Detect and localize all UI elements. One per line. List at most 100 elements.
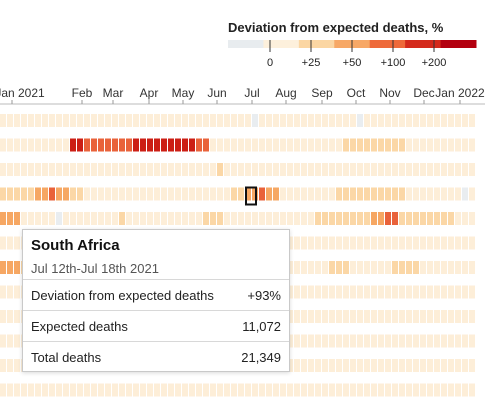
heatmap-cell bbox=[420, 163, 426, 176]
heatmap-cell bbox=[329, 138, 335, 152]
heatmap-cell bbox=[406, 383, 412, 397]
heatmap-cell bbox=[448, 138, 454, 152]
heatmap-cell bbox=[448, 236, 454, 250]
heatmap-cell bbox=[343, 285, 349, 299]
heatmap-cell bbox=[308, 359, 314, 372]
tooltip-date: Jul 12th-Jul 18th 2021 bbox=[31, 261, 159, 276]
heatmap-cell bbox=[357, 261, 363, 274]
heatmap-cell bbox=[98, 383, 104, 397]
heatmap-cell bbox=[119, 187, 125, 201]
heatmap-cell bbox=[336, 310, 342, 323]
heatmap-cell bbox=[7, 187, 13, 201]
heatmap-cell bbox=[392, 212, 398, 225]
tooltip-value-total: 21,349 bbox=[241, 350, 281, 365]
heatmap-cell bbox=[35, 138, 41, 152]
heatmap-cell bbox=[133, 114, 139, 127]
heatmap-cell bbox=[441, 212, 447, 225]
heatmap-cell bbox=[357, 310, 363, 323]
heatmap-cell bbox=[238, 212, 244, 225]
heatmap-cell bbox=[322, 334, 328, 348]
heatmap-cell bbox=[189, 383, 195, 397]
heatmap-cell bbox=[280, 138, 286, 152]
heatmap-cell bbox=[56, 383, 62, 397]
heatmap-cell bbox=[406, 285, 412, 299]
heatmap-cell bbox=[175, 212, 181, 225]
heatmap-cell bbox=[427, 261, 433, 274]
heatmap-cell bbox=[434, 383, 440, 397]
heatmap-cell bbox=[392, 334, 398, 348]
heatmap-cell bbox=[455, 359, 461, 372]
heatmap-cell bbox=[252, 212, 258, 225]
heatmap-cell bbox=[182, 138, 188, 152]
heatmap-cell bbox=[49, 163, 55, 176]
heatmap-cell bbox=[273, 138, 279, 152]
heatmap-cell bbox=[175, 187, 181, 201]
heatmap-cell bbox=[238, 383, 244, 397]
heatmap-cell bbox=[350, 359, 356, 372]
x-tick-label: Nov bbox=[379, 86, 400, 100]
heatmap-cell bbox=[322, 285, 328, 299]
heatmap-cell bbox=[448, 212, 454, 225]
heatmap-cell bbox=[378, 334, 384, 348]
x-tick-label: Oct bbox=[347, 86, 366, 100]
heatmap-cell bbox=[259, 114, 265, 127]
heatmap-cell bbox=[63, 138, 69, 152]
heatmap-cell bbox=[35, 383, 41, 397]
heatmap-cell bbox=[462, 114, 468, 127]
heatmap-cell bbox=[0, 261, 6, 274]
heatmap-cell bbox=[385, 114, 391, 127]
heatmap-cell bbox=[336, 236, 342, 250]
heatmap-cell bbox=[462, 310, 468, 323]
heatmap-cell bbox=[448, 383, 454, 397]
heatmap-cell bbox=[259, 383, 265, 397]
heatmap-cell bbox=[357, 285, 363, 299]
heatmap-cell bbox=[126, 212, 132, 225]
heatmap-cell bbox=[413, 285, 419, 299]
x-tick-label: Jun bbox=[207, 86, 226, 100]
heatmap-cell bbox=[413, 334, 419, 348]
heatmap-cell bbox=[42, 114, 48, 127]
heatmap-cell bbox=[7, 334, 13, 348]
heatmap-cell bbox=[336, 285, 342, 299]
heatmap-cell bbox=[329, 261, 335, 274]
heatmap-cell bbox=[441, 163, 447, 176]
heatmap-cell bbox=[385, 285, 391, 299]
heatmap-cell bbox=[161, 138, 167, 152]
heatmap-cell bbox=[385, 163, 391, 176]
heatmap-cell bbox=[42, 383, 48, 397]
heatmap-cell bbox=[7, 285, 13, 299]
heatmap-cell bbox=[385, 310, 391, 323]
heatmap-cell bbox=[119, 138, 125, 152]
heatmap-cell bbox=[329, 310, 335, 323]
heatmap-cell bbox=[63, 383, 69, 397]
heatmap-cell bbox=[378, 285, 384, 299]
heatmap-cell bbox=[210, 187, 216, 201]
heatmap-cell bbox=[77, 383, 83, 397]
heatmap-cell bbox=[308, 163, 314, 176]
heatmap-cell bbox=[210, 114, 216, 127]
heatmap-cell bbox=[427, 163, 433, 176]
heatmap-cell bbox=[371, 285, 377, 299]
heatmap-cell bbox=[455, 114, 461, 127]
heatmap-cell bbox=[14, 334, 20, 348]
x-tick-label: Sep bbox=[311, 86, 333, 100]
heatmap-cell bbox=[434, 187, 440, 201]
heatmap-cell bbox=[231, 187, 237, 201]
heatmap-cell bbox=[301, 163, 307, 176]
heatmap-cell bbox=[112, 138, 118, 152]
heatmap-cell bbox=[343, 114, 349, 127]
heatmap-cell bbox=[217, 138, 223, 152]
heatmap-cell bbox=[322, 310, 328, 323]
heatmap-cell bbox=[392, 383, 398, 397]
x-tick-label: Mar bbox=[103, 86, 124, 100]
heatmap-cell bbox=[98, 138, 104, 152]
heatmap-cell bbox=[252, 138, 258, 152]
heatmap-cell bbox=[336, 212, 342, 225]
heatmap-cell bbox=[420, 261, 426, 274]
heatmap-cell bbox=[189, 187, 195, 201]
heatmap-cell bbox=[378, 310, 384, 323]
heatmap-cell bbox=[420, 285, 426, 299]
heatmap-cell bbox=[7, 114, 13, 127]
heatmap-cell bbox=[308, 114, 314, 127]
heatmap-cell bbox=[91, 187, 97, 201]
